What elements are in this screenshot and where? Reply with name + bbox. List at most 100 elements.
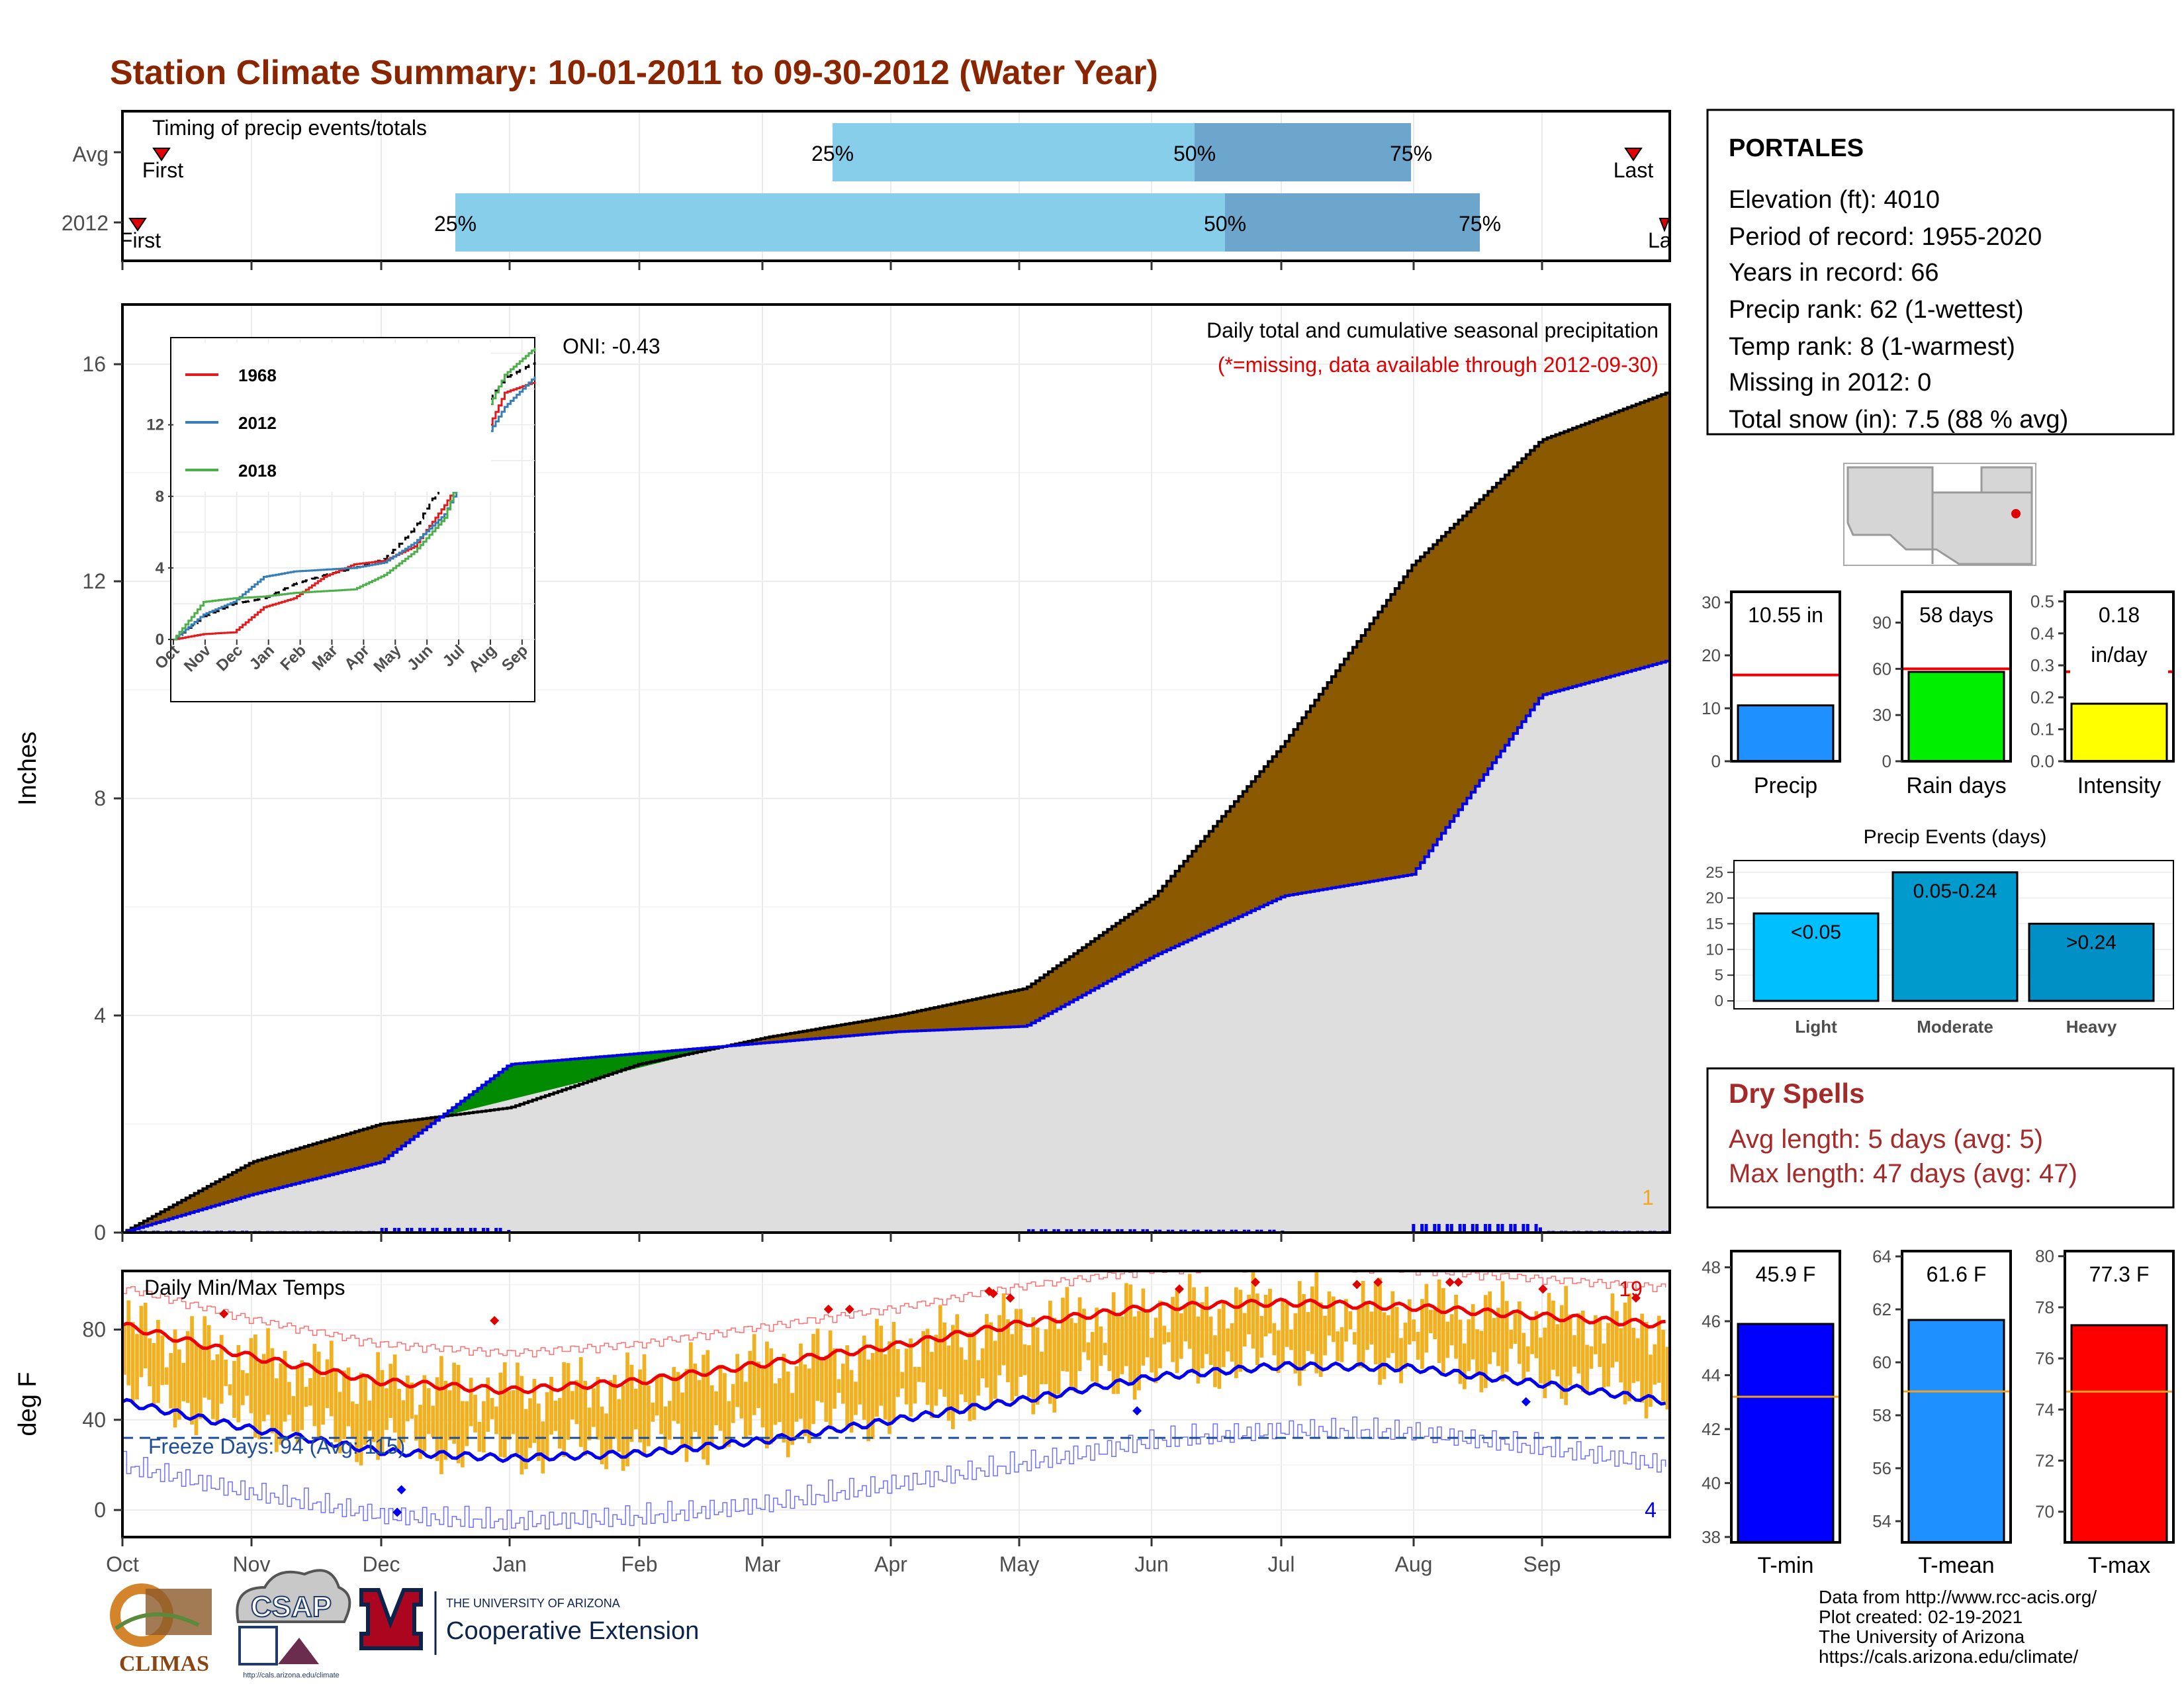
freeze-days-label: Freeze Days: 94 (Avg: 115) (148, 1434, 405, 1458)
daily-temp-bar (1488, 1291, 1492, 1364)
daily-precip-bar (494, 1227, 498, 1233)
summary-bar-t-mean (1907, 1319, 2005, 1544)
daily-temp-bar (1640, 1313, 1644, 1403)
daily-temp-bar (748, 1350, 752, 1436)
daily-temp-bar (1145, 1310, 1150, 1358)
daily-temp-bar (325, 1359, 330, 1409)
daily-temp-bar (355, 1403, 359, 1462)
daily-precip-bar (1458, 1224, 1462, 1233)
daily-temp-bar (181, 1362, 186, 1401)
daily-temp-bar (1522, 1333, 1526, 1381)
daily-temp-bar (502, 1362, 507, 1458)
month-tick-label: Mar (744, 1552, 780, 1576)
daily-temp-bar (1534, 1311, 1539, 1358)
daily-temp-bar (566, 1363, 570, 1440)
daily-temp-bar (1073, 1323, 1077, 1393)
daily-temp-bar (1437, 1280, 1441, 1363)
daily-temp-bar (516, 1362, 520, 1454)
precip-panel: 0 4 8 12 16 Inches ONI: -0.43 Daily total an… (14, 303, 1671, 1244)
daily-temp-bar (1137, 1311, 1141, 1391)
daily-temp-bar (1103, 1342, 1107, 1355)
summary-value-label: 61.6 F (1927, 1262, 1987, 1286)
record-high-marker (1538, 1284, 1548, 1294)
daily-temp-bar (1555, 1324, 1560, 1377)
daily-temp-bar (896, 1349, 900, 1397)
record-high-marker (490, 1315, 500, 1325)
daily-temp-bar (1247, 1294, 1251, 1335)
daily-temp-bar (1399, 1338, 1403, 1383)
daily-temp-bar (1580, 1311, 1585, 1392)
daily-temp-bar (240, 1370, 245, 1405)
daily-temp-bar (1627, 1293, 1631, 1401)
daily-temp-bar (1200, 1302, 1205, 1368)
daily-temp-bar (917, 1367, 921, 1382)
precip-events-panel: Precip Events (days) 0 5 10 15 20 25 <0.05 Ligh… (1706, 826, 2174, 1037)
daily-precip-bar (1040, 1229, 1044, 1233)
daily-temp-bar (964, 1360, 968, 1402)
daily-temp-bar (1077, 1297, 1082, 1372)
inset-ytick-label: 8 (156, 488, 164, 506)
daily-precip-bar (486, 1227, 490, 1233)
daily-temp-bar (689, 1342, 693, 1450)
daily-temp-bar (858, 1348, 862, 1405)
daily-precip-bar (1522, 1224, 1525, 1233)
record-low-marker (1132, 1406, 1142, 1416)
daily-precip-bar (1424, 1224, 1428, 1233)
daily-temp-bar (537, 1403, 541, 1461)
record-high-marker (1373, 1278, 1383, 1288)
daily-temp-bar (203, 1316, 207, 1398)
daily-temp-bar (756, 1362, 760, 1408)
daily-temp-bar (1500, 1281, 1505, 1382)
daily-temp-bar (769, 1348, 774, 1444)
daily-temp-bar (1420, 1299, 1424, 1369)
summary-tick-label: 42 (1702, 1419, 1721, 1439)
station-line: Years in record: 66 (1729, 259, 1939, 287)
daily-precip-bar (1154, 1229, 1158, 1233)
daily-temp-bar (473, 1395, 477, 1432)
daily-temp-bar (1518, 1301, 1522, 1364)
daily-temp-bar (1336, 1331, 1340, 1362)
daily-precip-bar (1141, 1229, 1145, 1233)
daily-temp-bar (1332, 1296, 1336, 1342)
daily-temp-bar (316, 1351, 321, 1438)
daily-temp-bar (1340, 1327, 1344, 1362)
daily-temp-bar (925, 1329, 930, 1405)
daily-temp-bar (456, 1364, 461, 1464)
daily-temp-bar (249, 1338, 253, 1413)
record-high-marker (1250, 1278, 1260, 1288)
record-high-marker (1352, 1280, 1362, 1289)
daily-temp-bar (1099, 1326, 1103, 1366)
summary-bar-label: T-mean (1918, 1553, 1994, 1578)
daily-temp-bar (824, 1355, 829, 1422)
month-tick-label: Aug (1395, 1552, 1433, 1576)
climas-logo-text: CLIMAS (119, 1652, 209, 1676)
daily-temp-bar (1226, 1328, 1230, 1352)
daily-temp-bar (1285, 1303, 1289, 1347)
daily-temp-bar (1281, 1301, 1285, 1365)
daily-temp-bar (1293, 1313, 1298, 1374)
record-low-marker (1521, 1397, 1531, 1407)
daily-temp-bar (1394, 1307, 1399, 1371)
daily-temp-bar (1238, 1289, 1243, 1372)
daily-temp-bar (1124, 1283, 1128, 1366)
daily-temp-bar (655, 1378, 659, 1416)
precip-ylabel: Inches (14, 731, 42, 806)
record-low-marker (392, 1507, 402, 1517)
daily-temp-bar (938, 1305, 942, 1389)
daily-temp-bar (388, 1364, 393, 1419)
daily-temp-bar (219, 1335, 224, 1404)
daily-temp-bar (257, 1362, 262, 1440)
daily-temp-bar (1631, 1327, 1636, 1383)
precip-ytick-label: 4 (94, 1004, 106, 1027)
daily-precip-bar (1534, 1224, 1538, 1233)
daily-temp-bar (283, 1350, 287, 1422)
daily-temp-bar (528, 1398, 532, 1448)
daily-temp-bar (338, 1391, 342, 1454)
daily-temp-bar (583, 1381, 587, 1456)
summary-tick-label: 30 (1872, 705, 1891, 725)
daily-temp-bar (651, 1402, 655, 1422)
events-bar-label: <0.05 (1791, 921, 1841, 943)
daily-temp-bar (841, 1364, 845, 1404)
summary-bar-label: T-max (2088, 1553, 2150, 1578)
temp-panel: Daily Min/Max Temps deg F Freeze Days: 9… (14, 1270, 1671, 1576)
